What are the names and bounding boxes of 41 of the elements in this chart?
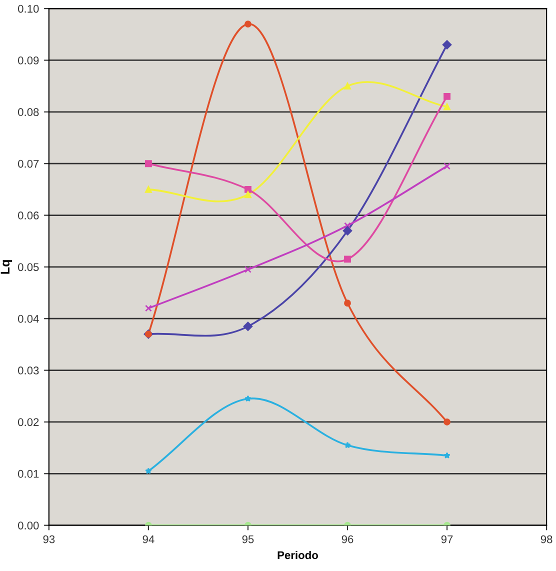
y-tick-label: 0.09 bbox=[18, 56, 39, 64]
y-tick-label: 0.05 bbox=[18, 263, 39, 272]
point bbox=[144, 160, 152, 168]
y-tick-label: 0.07 bbox=[18, 160, 39, 168]
point bbox=[342, 226, 352, 236]
point bbox=[442, 40, 452, 50]
point bbox=[344, 442, 351, 448]
point bbox=[444, 103, 450, 110]
x-tick-label: 96 bbox=[342, 535, 354, 544]
point bbox=[243, 322, 253, 331]
point bbox=[444, 452, 450, 458]
x-tick-label: 94 bbox=[142, 535, 154, 544]
point bbox=[444, 92, 450, 100]
point bbox=[344, 300, 351, 307]
x-tick-label: 95 bbox=[242, 535, 254, 544]
y-tick-label: 0.00 bbox=[18, 522, 39, 530]
x-tick-label: 93 bbox=[43, 535, 55, 544]
y-tick-label: 0.04 bbox=[18, 314, 39, 323]
y-tick-label: 0.03 bbox=[18, 366, 39, 374]
point bbox=[244, 186, 252, 193]
point bbox=[145, 468, 152, 474]
x-tick-label: 97 bbox=[441, 535, 453, 544]
x-tick-label: 98 bbox=[540, 535, 552, 544]
y-tick-label: 0.06 bbox=[18, 212, 39, 220]
y-tick-label: 0.02 bbox=[18, 418, 39, 426]
point bbox=[344, 82, 351, 90]
point bbox=[344, 222, 351, 230]
point bbox=[244, 266, 252, 273]
point bbox=[244, 20, 252, 28]
x-axis-title: Periodo bbox=[278, 550, 318, 560]
point bbox=[144, 186, 152, 193]
y-axis-title: Lq bbox=[0, 260, 12, 274]
point bbox=[444, 418, 450, 426]
y-tick-label: 0.01 bbox=[18, 470, 39, 478]
point bbox=[244, 191, 252, 198]
y-tick-label: 0.08 bbox=[18, 108, 39, 116]
y-tick-label: 0.10 bbox=[18, 4, 39, 13]
point bbox=[344, 256, 351, 263]
point bbox=[444, 162, 450, 170]
point bbox=[244, 395, 252, 402]
point bbox=[144, 304, 152, 312]
